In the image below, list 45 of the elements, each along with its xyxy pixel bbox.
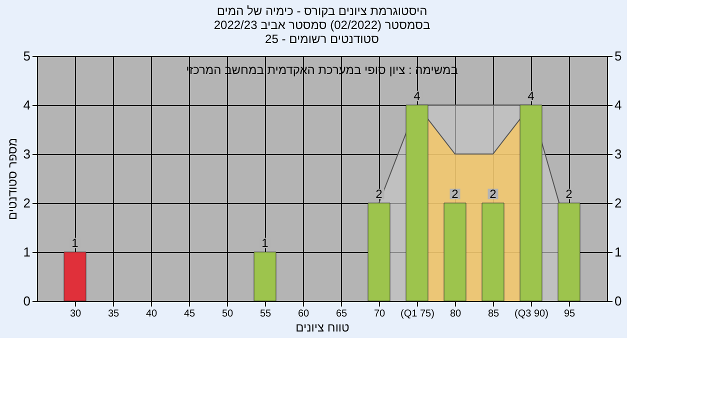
chart-title: היסטוגרמת ציונים בקורס - כימיה של המים בסמסטר (02/2022) סמסטר אביב 2022/23 סטודנטים רשומים - 25 <box>214 4 430 46</box>
x-tick-label: 35 <box>108 308 120 320</box>
x-tick-label: 30 <box>70 308 82 320</box>
x-tick-label: 60 <box>298 308 310 320</box>
y-tick-label: 1 <box>23 244 30 260</box>
y-tick-label: 3 <box>23 146 30 162</box>
x-tick-label: 95 <box>564 308 576 320</box>
data-label: 4 <box>528 89 535 103</box>
data-label: 1 <box>262 236 269 250</box>
data-label: 4 <box>414 89 421 103</box>
data-label: 1 <box>72 236 79 250</box>
data-label: 2 <box>452 187 459 201</box>
x-tick-label: 80 <box>450 308 462 320</box>
x-tick-label: (Q3 90) <box>514 308 548 320</box>
data-label: 2 <box>490 187 497 201</box>
bar <box>64 252 86 302</box>
bar <box>482 202 504 302</box>
x-tick-label: 65 <box>336 308 348 320</box>
bar <box>444 202 466 302</box>
x-tick-label: 40 <box>146 308 158 320</box>
x-tick-label: 45 <box>184 308 196 320</box>
y2-tick-label: 5 <box>614 48 622 64</box>
y2-tick-label: 4 <box>614 98 622 112</box>
y2-tick-label: 2 <box>614 196 622 210</box>
bar <box>406 104 428 302</box>
x-tick-label: 55 <box>260 308 272 320</box>
x-tick-label: 50 <box>222 308 234 320</box>
y2-tick-label: 3 <box>614 146 622 162</box>
data-label: 2 <box>566 187 573 201</box>
bar <box>558 202 580 302</box>
y-tick-label: 4 <box>23 98 30 112</box>
x-axis-title: טווח ציונים <box>296 320 350 334</box>
x-tick-label: (Q1 75) <box>400 308 434 320</box>
y-tick-label: 2 <box>23 196 30 210</box>
y-axis-title: מספר סטודנטים <box>5 138 20 220</box>
y2-tick-label: 0 <box>614 294 622 308</box>
x-tick-label: 70 <box>374 308 386 320</box>
data-label: 2 <box>376 187 383 201</box>
y-tick-label: 5 <box>23 48 30 64</box>
y-tick-label: 0 <box>23 294 30 308</box>
x-tick-label: 85 <box>488 308 500 320</box>
bar <box>254 252 276 302</box>
bar <box>520 104 542 302</box>
bar <box>368 202 390 302</box>
y2-tick-label: 1 <box>614 244 622 260</box>
